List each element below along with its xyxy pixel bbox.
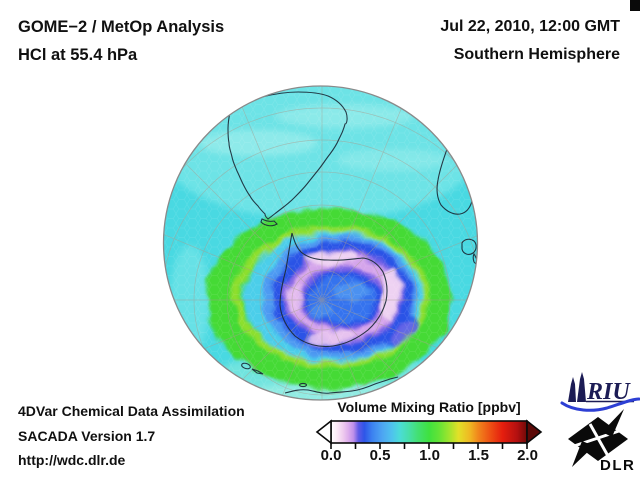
- colorbar-ticks: [330, 443, 528, 449]
- africa-south-coast: [284, 376, 399, 394]
- riu-logo-text: RIU: [586, 379, 631, 405]
- dlr-emblem-blade: [602, 409, 624, 437]
- globe-rim: [162, 85, 479, 401]
- credits-block: 4DVar Chemical Data Assimilation SACADA …: [18, 399, 245, 473]
- globe-disc: [163, 86, 478, 400]
- dlr-logo: DLR: [568, 409, 635, 474]
- version-label: SACADA Version 1.7: [18, 427, 156, 444]
- colorbar-gradient: [330, 420, 528, 444]
- island: [241, 362, 251, 370]
- colorbar-left-arrow: [315, 419, 332, 445]
- island: [298, 382, 308, 388]
- colorbar-title: Volume Mixing Ratio [ppbv]: [337, 399, 521, 415]
- logos: RIU DLR: [560, 372, 640, 474]
- colorbar: [315, 419, 543, 449]
- wdc-url: http://wdc.dlr.de: [18, 452, 126, 468]
- hemisphere-label: Southern Hemisphere: [453, 46, 620, 63]
- colorbar-right-arrow: [526, 419, 543, 445]
- figure-title: GOME−2 / MetOp Analysis: [18, 18, 225, 36]
- coastlines: [227, 91, 478, 394]
- new-zealand-outline: [472, 252, 478, 267]
- south-america-outline: [227, 91, 348, 220]
- colorbar-tick-label: 1.5: [468, 447, 489, 464]
- dlr-emblem-blade: [572, 441, 594, 467]
- cathedral-icon: [568, 377, 576, 402]
- assimilation-label: 4DVar Chemical Data Assimilation: [18, 403, 245, 419]
- cathedral-icon: [577, 372, 586, 402]
- colorbar-tick-label: 1.0: [419, 447, 440, 464]
- figure-date-block: Jul 22, 2010, 12:00 GMT Southern Hemisph…: [440, 13, 620, 69]
- colorbar-tick-label: 2.0: [517, 447, 538, 464]
- figure-date: Jul 22, 2010, 12:00 GMT: [440, 18, 620, 35]
- tierra-del-fuego: [260, 218, 278, 227]
- island: [251, 368, 264, 375]
- rhine-wave-icon: [560, 397, 640, 412]
- colorbar-tick-label: 0.5: [369, 447, 391, 464]
- tasmania-outline: [461, 238, 477, 255]
- antarctica-outline: [279, 232, 388, 348]
- figure-subtitle: HCl at 55.4 hPa: [18, 46, 138, 64]
- hex-grid-texture: [163, 86, 478, 400]
- corner-mark: [630, 0, 640, 11]
- dlr-emblem-slit: [588, 423, 610, 457]
- figure-title-block: GOME−2 / MetOp Analysis HCl at 55.4 hPa: [18, 13, 224, 69]
- riu-logo: RIU: [560, 372, 640, 412]
- dlr-logo-text: DLR: [600, 457, 635, 474]
- colorbar-tick-label: 0.0: [320, 447, 342, 464]
